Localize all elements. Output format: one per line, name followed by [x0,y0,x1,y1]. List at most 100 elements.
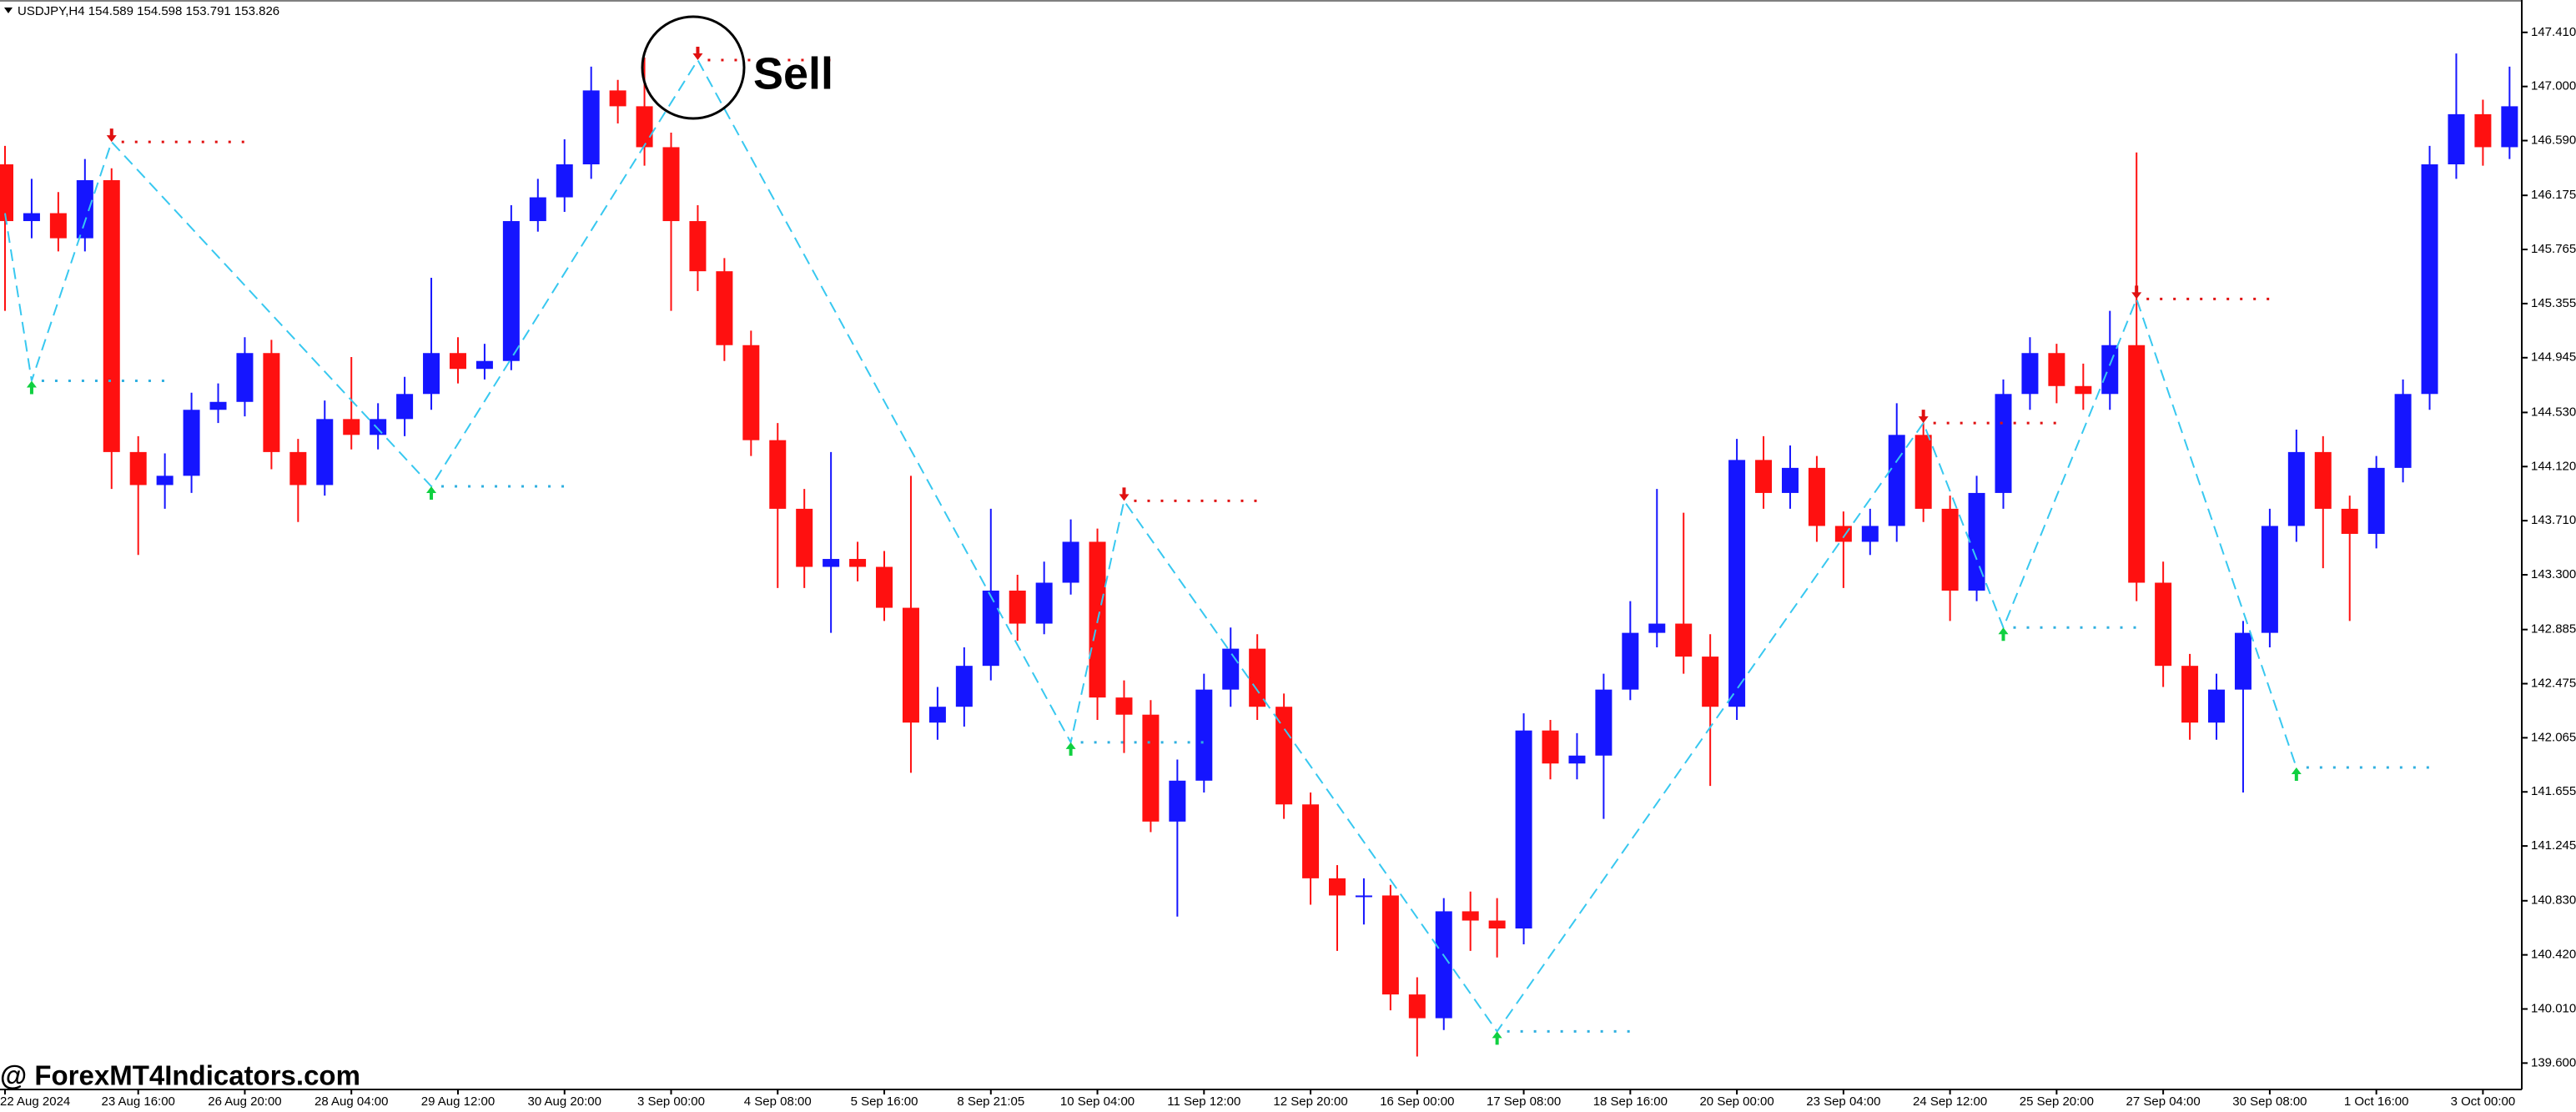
candle-body [556,164,573,198]
candle-body [1968,492,1985,591]
candle-body [449,353,466,370]
candle-body [876,566,893,608]
candle-body [689,221,707,272]
candle-body [2448,113,2465,165]
candle-body [1728,460,1746,707]
candle-body [209,401,227,410]
candle-body [1275,707,1293,805]
candle-body [1222,648,1240,690]
candle-body [263,353,280,452]
y-tick-label: 144.945 [2531,350,2576,365]
candle-body [1462,911,1479,921]
candle-body [1861,526,1879,542]
candle-body [1675,623,1693,657]
x-tick-label: 1 Oct 16:00 [2344,1094,2409,1109]
candle-body [716,271,733,345]
x-tick-label: 18 Sep 16:00 [1593,1094,1668,1109]
buy-arrow [1492,1031,1502,1045]
y-tick-label: 145.355 [2531,296,2576,310]
candle-body [0,164,13,222]
candle-body [1648,623,1666,633]
chart-title: USDJPY,H4 154.589 154.598 153.791 153.82… [18,4,279,18]
candle-body [1169,780,1186,822]
candle-body [396,394,414,420]
candle-body [49,213,67,239]
candle-body [1781,467,1799,493]
x-tick-label: 26 Aug 20:00 [208,1094,281,1109]
buy-arrow [1065,742,1076,756]
y-tick-label: 140.830 [2531,893,2576,908]
candle-body [529,197,546,222]
buy-arrow [1998,627,2009,642]
candle-body [636,106,653,148]
candle-body [23,213,40,222]
candle-body [2101,345,2119,395]
candle-body [289,451,307,486]
candle-body [2048,353,2065,386]
y-tick-label: 141.245 [2531,838,2576,853]
x-tick-label: 16 Sep 00:00 [1380,1094,1454,1109]
candle-body [1195,689,1213,781]
candle-body [609,90,626,107]
x-tick-label: 8 Sep 21:05 [957,1094,1024,1109]
x-tick-label: 29 Aug 12:00 [421,1094,495,1109]
candle-body [1755,460,1773,493]
candle-body [156,475,174,486]
candle-body [1568,755,1586,764]
y-tick-label: 147.410 [2531,25,2576,39]
candle-body [2421,164,2438,395]
x-tick-label: 25 Sep 20:00 [2020,1094,2094,1109]
candle-body [955,666,973,707]
candle-body [2394,394,2412,468]
candle-body [1302,804,1320,878]
candle-body [2128,345,2146,583]
x-tick-label: 10 Sep 04:00 [1060,1094,1135,1109]
candle-body [1329,878,1346,896]
candle-body [475,360,493,370]
candle-body [823,559,840,567]
candle-body [1009,590,1026,624]
candle-body [236,353,254,402]
candle-body [1035,582,1053,624]
candle-body [742,345,760,440]
y-tick-label: 141.655 [2531,784,2576,798]
y-tick-label: 139.600 [2531,1055,2576,1069]
candle-body [1941,508,1959,591]
x-tick-label: 27 Sep 04:00 [2126,1094,2201,1109]
candle-body [902,607,919,723]
candle-body [343,419,360,435]
candle-body [1435,911,1452,1019]
candle-body [2234,632,2251,690]
y-tick-label: 145.765 [2531,242,2576,256]
buy-arrow [2291,767,2302,781]
candle-body [769,440,787,509]
candle-body [582,90,600,165]
candle-body [2075,385,2092,395]
x-tick-label: 23 Sep 04:00 [1806,1094,1880,1109]
buy-arrow [26,380,37,395]
x-tick-label: 12 Sep 20:00 [1273,1094,1347,1109]
candle-body [2314,451,2332,509]
x-tick-label: 3 Sep 00:00 [637,1094,705,1109]
x-tick-label: 11 Sep 12:00 [1167,1094,1240,1109]
candle-body [1995,394,2012,493]
x-tick-label: 24 Sep 12:00 [1913,1094,1987,1109]
sell-arrow [1119,487,1130,501]
candle-body [316,419,334,486]
candle-body [103,179,120,452]
candle-body [2367,467,2385,534]
candle-body [2501,106,2518,148]
y-tick-label: 146.590 [2531,133,2576,147]
candle-body [1381,895,1399,995]
candle-body [1249,648,1266,707]
candle-body [849,559,867,567]
plot-layer [0,47,2518,1057]
candle-body [2208,689,2226,723]
sell-arrow [1918,410,1929,424]
candle-body [370,419,387,435]
candle-body [2181,666,2199,723]
symbol-menu-icon [4,8,13,13]
y-tick-label: 147.000 [2531,79,2576,93]
